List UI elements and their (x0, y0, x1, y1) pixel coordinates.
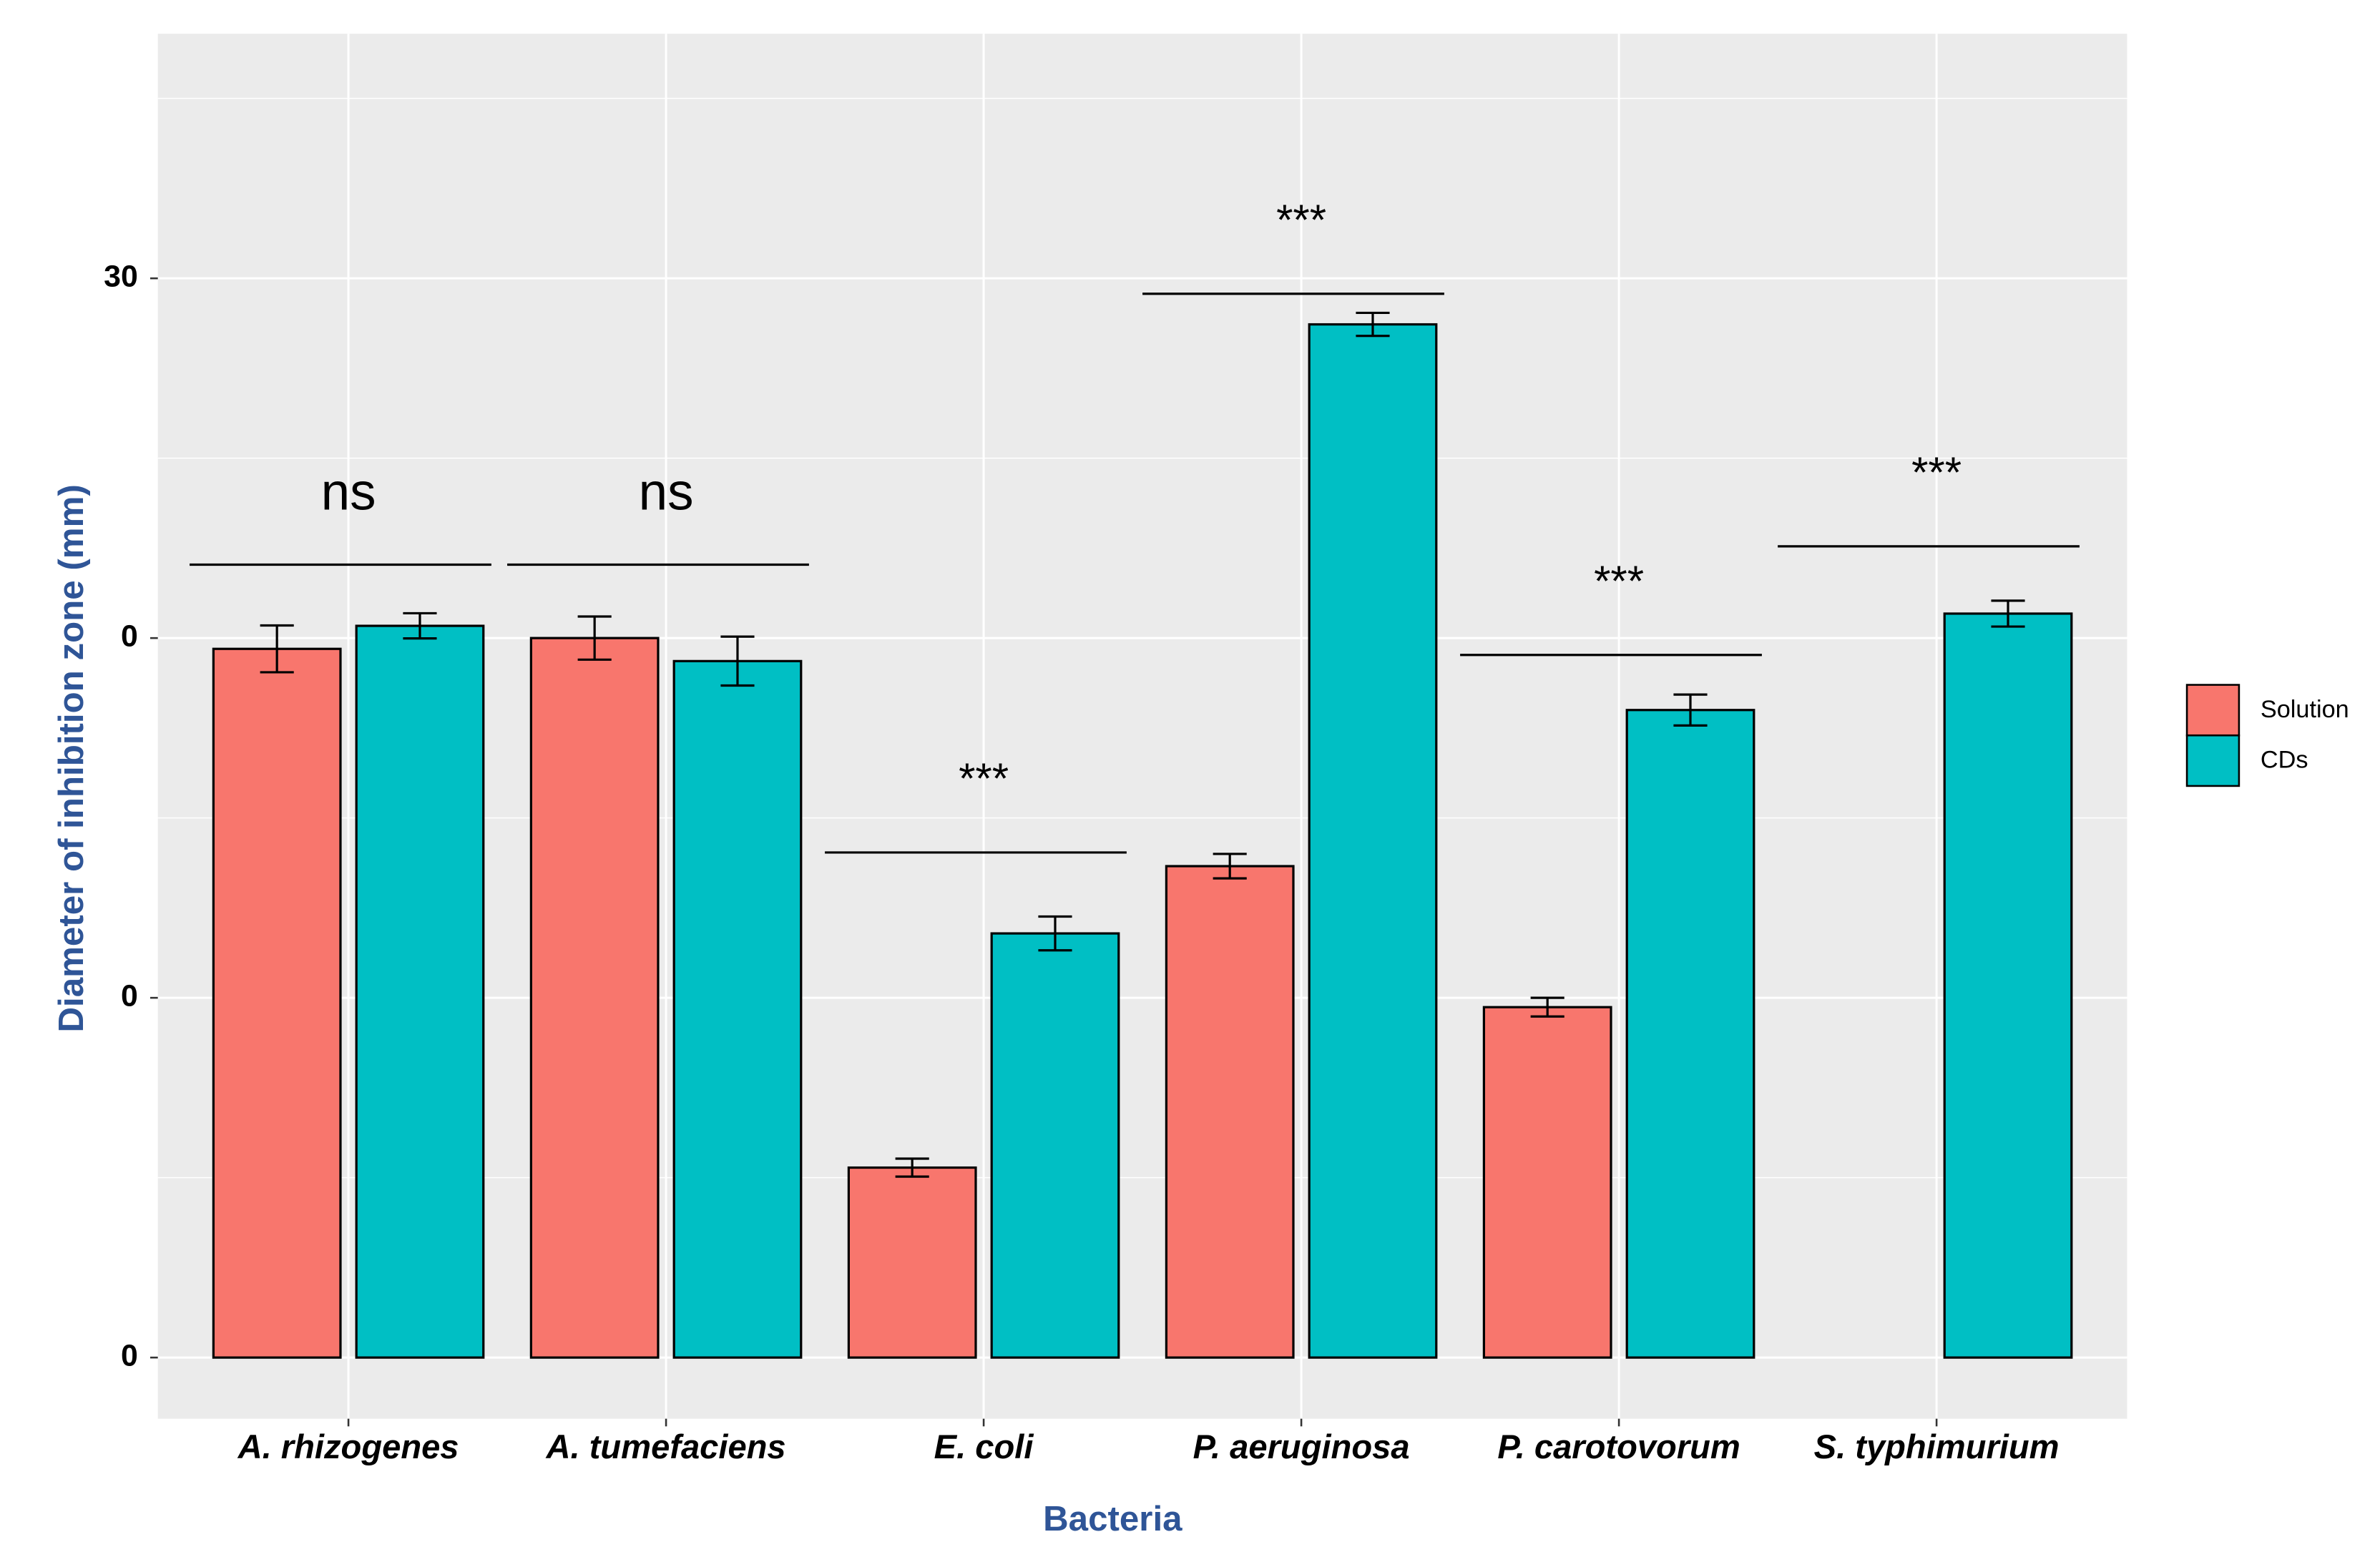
bar (1943, 612, 2073, 1359)
y-tick-label: 0 (121, 978, 138, 1013)
legend-swatch (2185, 734, 2241, 787)
significance-label: *** (1276, 196, 1326, 244)
error-bar (577, 615, 612, 661)
error-bar (1356, 311, 1390, 338)
y-tick-label: 30 (104, 259, 138, 293)
bar (1625, 709, 1755, 1359)
y-axis-title: Diameter of inhibition zone (mm) (52, 484, 91, 1032)
error-bar (1213, 853, 1247, 880)
error-bar (1673, 693, 1708, 727)
bar (1308, 323, 1438, 1359)
x-tick-label: A. tumefaciens (546, 1428, 786, 1465)
significance-label: *** (959, 755, 1009, 802)
error-bar (403, 612, 437, 640)
x-axis-title: Bacteria (1043, 1499, 1182, 1538)
x-tick-label: A. rhizogenes (237, 1428, 459, 1465)
bar (355, 624, 485, 1359)
bar (1482, 1006, 1612, 1359)
bar (990, 932, 1120, 1359)
legend-swatch (2185, 684, 2241, 737)
error-bar (1991, 599, 2025, 628)
error-bar (895, 1157, 929, 1178)
panel (157, 34, 2127, 1419)
legend-label: Solution (2261, 696, 2349, 723)
error-bar (260, 624, 294, 674)
x-tick-label: P. aeruginosa (1193, 1428, 1410, 1465)
x-tick-label: S. typhimurium (1814, 1428, 2060, 1465)
y-tick-label: 0 (121, 1338, 138, 1372)
y-tick-label: 0 (121, 619, 138, 653)
error-bar (720, 635, 755, 687)
legend-label: CDs (2261, 747, 2308, 774)
error-bar (1038, 915, 1072, 952)
bar (1165, 865, 1295, 1359)
significance-label: *** (1594, 557, 1644, 605)
bar (672, 659, 803, 1359)
error-bar (1530, 996, 1564, 1018)
bar (212, 647, 342, 1359)
x-tick-label: P. carotovorum (1497, 1428, 1740, 1465)
significance-label: ns (321, 463, 376, 521)
bar (847, 1166, 977, 1359)
significance-label: ns (639, 463, 694, 521)
x-tick-label: E. coli (934, 1428, 1034, 1465)
significance-label: *** (1911, 448, 1962, 496)
bar (529, 637, 660, 1359)
